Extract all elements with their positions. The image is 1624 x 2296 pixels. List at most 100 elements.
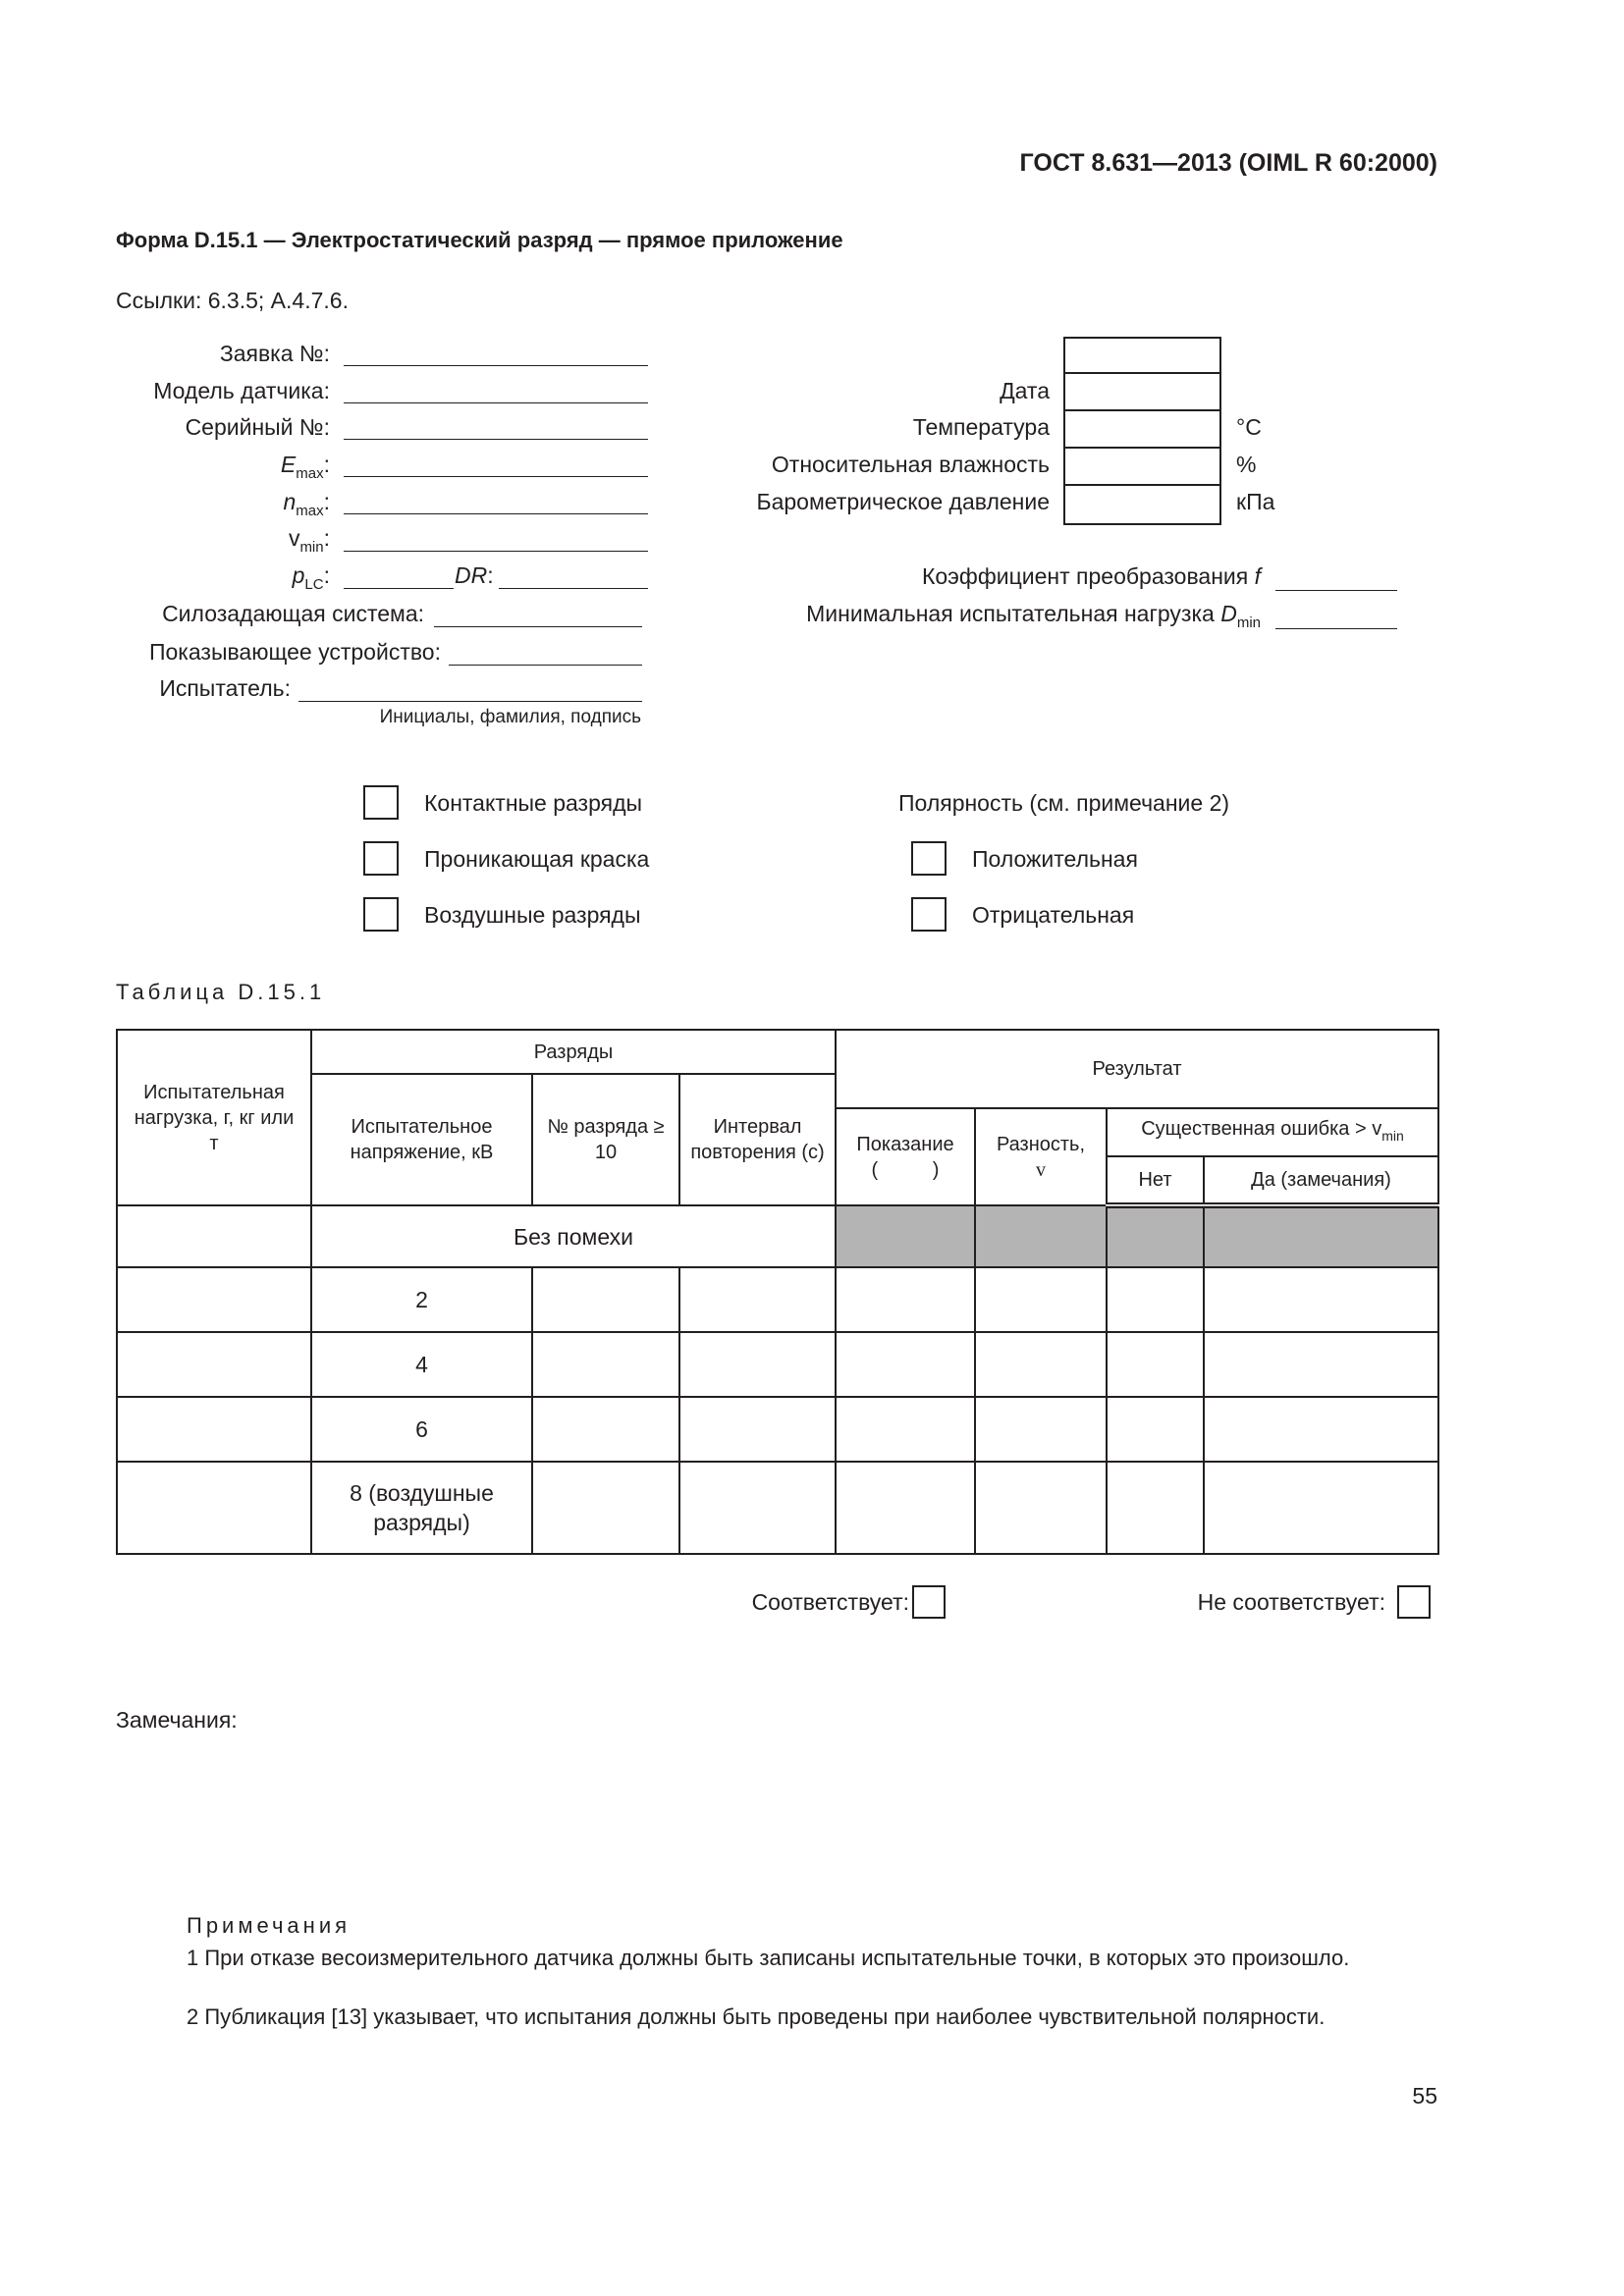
results-table: Испытательная нагрузка, г, кг или т Разр… bbox=[116, 1029, 1439, 1555]
cell[interactable] bbox=[1106, 1461, 1205, 1555]
cell[interactable] bbox=[1106, 1266, 1205, 1333]
positive-label: Положительная bbox=[972, 846, 1138, 872]
cell[interactable] bbox=[678, 1461, 837, 1555]
table-row: 6 bbox=[116, 1396, 1439, 1463]
cell[interactable] bbox=[974, 1331, 1108, 1398]
cell[interactable] bbox=[531, 1396, 680, 1463]
cell[interactable] bbox=[835, 1396, 976, 1463]
contact-label: Контактные разряды bbox=[424, 790, 643, 816]
fail-checkbox[interactable] bbox=[1397, 1585, 1431, 1619]
cell[interactable] bbox=[678, 1266, 837, 1333]
label-date: Дата bbox=[1000, 378, 1050, 403]
page-number: 55 bbox=[1412, 2083, 1437, 2109]
negative-label: Отрицательная bbox=[972, 902, 1135, 928]
label-nmax: nmax: bbox=[283, 489, 330, 519]
serial-field[interactable] bbox=[344, 439, 648, 440]
header-discharges: Разряды bbox=[310, 1029, 837, 1075]
label-humidity: Относительная влажность bbox=[771, 452, 1050, 477]
cell[interactable] bbox=[1106, 1331, 1205, 1398]
cell[interactable] bbox=[1106, 1396, 1205, 1463]
label-indicator: Показывающее устройство: bbox=[148, 639, 441, 665]
cell[interactable] bbox=[531, 1461, 680, 1555]
air-checkbox[interactable] bbox=[363, 897, 399, 932]
label-vmin: vmin: bbox=[288, 525, 330, 556]
nmax-field[interactable] bbox=[344, 513, 648, 514]
form-title: Форма D.15.1 — Электростатический разряд… bbox=[116, 228, 843, 252]
header-count: № разряда ≥ 10 bbox=[531, 1073, 680, 1206]
cell[interactable] bbox=[116, 1396, 312, 1463]
application-field[interactable] bbox=[344, 365, 648, 366]
fail-label: Не соответствует: bbox=[1197, 1589, 1385, 1615]
contact-checkbox[interactable] bbox=[363, 785, 399, 820]
gray-cell bbox=[835, 1204, 976, 1268]
tester-caption: Инициалы, фамилия, подпись bbox=[379, 707, 641, 727]
gray-cell bbox=[1106, 1204, 1205, 1268]
plc-field[interactable] bbox=[344, 588, 454, 589]
label-force-system: Силозадающая система: bbox=[162, 601, 424, 626]
cell[interactable] bbox=[974, 1266, 1108, 1333]
cell[interactable] bbox=[1203, 1396, 1439, 1463]
cell[interactable] bbox=[835, 1266, 976, 1333]
label-application: Заявка №: bbox=[219, 341, 330, 366]
label-sensor-model: Модель датчика: bbox=[153, 378, 330, 403]
cell[interactable] bbox=[835, 1331, 976, 1398]
cell[interactable] bbox=[116, 1461, 312, 1555]
cell[interactable] bbox=[678, 1396, 837, 1463]
header-load: Испытательная нагрузка, г, кг или т bbox=[116, 1029, 312, 1206]
header-voltage: Испытательное напряжение, кВ bbox=[310, 1073, 533, 1206]
cell[interactable] bbox=[531, 1266, 680, 1333]
penetrating-checkbox[interactable] bbox=[363, 841, 399, 876]
sensor-model-field[interactable] bbox=[344, 402, 648, 403]
label-temperature: Температура bbox=[912, 414, 1050, 440]
header-yes: Да (замечания) bbox=[1203, 1155, 1439, 1208]
voltage-cell: 4 bbox=[310, 1331, 533, 1398]
cell[interactable] bbox=[1203, 1266, 1439, 1333]
emax-field[interactable] bbox=[344, 476, 648, 477]
table-row: 2 bbox=[116, 1266, 1439, 1333]
cell[interactable] bbox=[678, 1331, 837, 1398]
cell[interactable] bbox=[835, 1461, 976, 1555]
negative-checkbox[interactable] bbox=[911, 897, 947, 932]
penetrating-label: Проникающая краска bbox=[424, 846, 650, 872]
pass-checkbox[interactable] bbox=[912, 1585, 946, 1619]
label-min-load: Минимальная испытательная нагрузка Dmin bbox=[806, 601, 1261, 631]
air-label: Воздушные разряды bbox=[424, 902, 641, 928]
cell[interactable] bbox=[531, 1331, 680, 1398]
tester-field[interactable] bbox=[298, 701, 642, 702]
references: Ссылки: 6.3.5; A.4.7.6. bbox=[116, 288, 349, 313]
voltage-cell: 2 bbox=[310, 1266, 533, 1333]
label-emax: Emax: bbox=[280, 452, 330, 482]
voltage-cell: 6 bbox=[310, 1396, 533, 1463]
table-row: 8 (воздушные разряды) bbox=[116, 1461, 1439, 1555]
table-caption: Таблица D.15.1 bbox=[116, 980, 326, 1004]
label-pressure: Барометрическое давление bbox=[756, 489, 1050, 514]
cell[interactable] bbox=[116, 1204, 312, 1268]
note-1: 1 При отказе весоизмерительного датчика … bbox=[187, 1946, 1350, 1970]
min-load-field[interactable] bbox=[1275, 628, 1397, 629]
voltage-cell: 8 (воздушные разряды) bbox=[310, 1461, 533, 1555]
positive-checkbox[interactable] bbox=[911, 841, 947, 876]
force-system-field[interactable] bbox=[434, 626, 642, 627]
label-conversion: Коэффициент преобразования f bbox=[921, 563, 1261, 589]
temperature-unit: °C bbox=[1236, 414, 1262, 440]
label-plc: pLC: bbox=[292, 562, 330, 593]
cell[interactable] bbox=[1203, 1331, 1439, 1398]
vmin-field[interactable] bbox=[344, 551, 648, 552]
gray-cell bbox=[1203, 1204, 1439, 1268]
cell[interactable] bbox=[974, 1461, 1108, 1555]
header-result: Результат bbox=[835, 1029, 1439, 1109]
dr-field[interactable] bbox=[499, 588, 648, 589]
label-dr: DR: bbox=[455, 562, 494, 588]
header-difference: Разность, v bbox=[974, 1107, 1108, 1206]
cell[interactable] bbox=[116, 1331, 312, 1398]
no-interference-label: Без помехи bbox=[310, 1204, 837, 1268]
pass-label: Соответствует: bbox=[751, 1589, 909, 1615]
conversion-field[interactable] bbox=[1275, 590, 1397, 591]
notes-title: Примечания bbox=[187, 1913, 352, 1938]
cell[interactable] bbox=[974, 1396, 1108, 1463]
indicator-field[interactable] bbox=[449, 665, 642, 666]
pressure-unit: кПа bbox=[1236, 489, 1275, 514]
label-tester: Испытатель: bbox=[159, 675, 291, 701]
cell[interactable] bbox=[1203, 1461, 1439, 1555]
cell[interactable] bbox=[116, 1266, 312, 1333]
